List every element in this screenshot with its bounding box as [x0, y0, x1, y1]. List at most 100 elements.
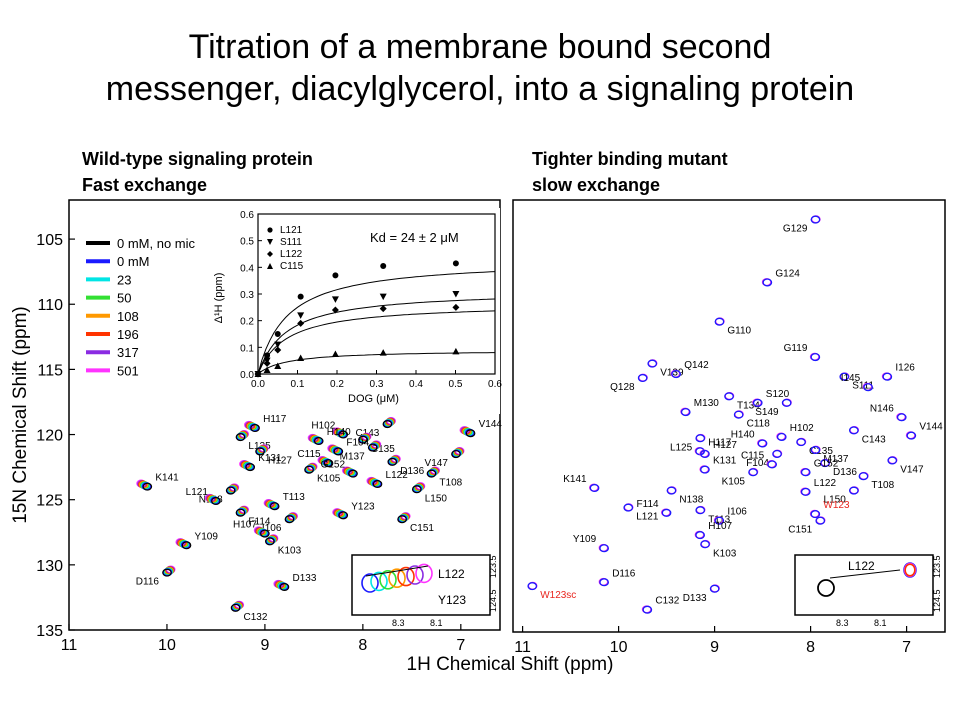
peak-label-h107: H107 [233, 520, 257, 531]
peak-i106: I106 [713, 507, 747, 525]
point-s111 [331, 296, 339, 303]
peak-contour [599, 544, 609, 553]
peak-label-t108: T108 [439, 478, 462, 489]
peak-label-q128: Q128 [610, 382, 635, 393]
peak-contour [387, 457, 398, 466]
peak-label-l150: L150 [425, 493, 448, 504]
y-tick-label-125: 125 [36, 493, 63, 510]
inset-xtick-2: 8.1 [874, 618, 887, 628]
peak-label-w123sc: W123sc [540, 590, 576, 601]
point-c115 [331, 350, 339, 357]
inset-xtick-1: 8.3 [392, 618, 405, 628]
curve-x-tick-label: 0.3 [370, 379, 384, 390]
peak-label-l150: L150 [824, 495, 847, 506]
peak-label-g124: G124 [775, 268, 800, 279]
peak-label-k131: K131 [258, 453, 282, 464]
point-l121 [380, 263, 387, 269]
point-l121 [297, 293, 304, 300]
peak-k103: K103 [265, 534, 302, 556]
legend-marker-l122 [267, 251, 273, 257]
peak-l122: L122 [800, 478, 836, 496]
peak-label-k105: K105 [317, 474, 341, 485]
inset-contour [406, 565, 424, 585]
peak-d133: D133 [683, 584, 720, 604]
peak-contour [680, 408, 691, 417]
peak-label-m130: M130 [694, 398, 719, 409]
peak-label-g119: G119 [784, 343, 808, 354]
peak-contour [748, 468, 758, 477]
peak-label-y123: Y123 [351, 501, 375, 512]
peak-label-f114: F114 [248, 517, 270, 528]
peak-s120: S120 [752, 389, 790, 407]
peak-h107: H107 [233, 520, 270, 538]
legend-label-23: 23 [117, 272, 131, 287]
peak-c151: C151 [788, 516, 826, 536]
peak-contour [724, 392, 734, 401]
curve-x-tick-label: 0.2 [330, 379, 344, 390]
y-tick-label-110: 110 [37, 297, 63, 314]
point-s111 [379, 293, 387, 301]
peak-g129: G129 [783, 215, 821, 235]
peak-q142: Q142 [670, 360, 709, 379]
peak-contour [810, 215, 821, 224]
inset-contour [361, 573, 379, 593]
peak-contour [235, 433, 246, 442]
legend-label-317: 317 [117, 345, 139, 360]
fit-curve-s111 [257, 298, 496, 375]
peak-label-t134: T134 [737, 400, 760, 411]
peak-l150: L150 [411, 482, 448, 504]
left-hsqc-plot: 11 10 9 8 7 105 110 115 120 125 130 135 15N Chemical… [10, 199, 502, 654]
peak-contour [358, 435, 368, 444]
peak-contour [642, 605, 653, 614]
peak-label-g152: G152 [321, 460, 346, 471]
peak-label-g152: G152 [814, 458, 839, 469]
inset-arrow [365, 565, 429, 577]
y-tick-label-105: 105 [36, 232, 63, 249]
peak-contour [142, 482, 153, 491]
inset-contour-free [817, 579, 835, 597]
peak-label-h140: H140 [731, 429, 755, 440]
peak-v147: V147 [887, 456, 924, 476]
peak-label-t113: T113 [283, 492, 305, 503]
peak-label-m137: M137 [823, 454, 848, 465]
peak-f104: F104 [327, 437, 370, 456]
peak-contour [451, 450, 461, 459]
left-heading-line-2: Fast exchange [82, 175, 208, 195]
peak-label-v144: V144 [919, 422, 943, 433]
peak-label-h117: H117 [263, 414, 287, 425]
curve-y-tick-label: 0.3 [240, 290, 254, 301]
peak-label-l121: L121 [186, 487, 209, 498]
legend-marker-c115 [267, 263, 273, 269]
peak-contour [181, 541, 192, 550]
peak-contour [367, 443, 378, 452]
peak-label-l121: L121 [636, 512, 659, 523]
peak-l121: L121 [623, 503, 659, 523]
point-c115 [274, 362, 282, 369]
peak-label-k141: K141 [155, 473, 179, 484]
peak-contour [304, 465, 314, 474]
peak-c151: C151 [397, 512, 434, 534]
series-l122: L122 [254, 249, 496, 378]
point-s111 [297, 312, 305, 319]
peak-contour [839, 372, 849, 381]
peak-contour [700, 449, 710, 458]
peak-label-f104: F104 [346, 437, 369, 448]
point-c115 [263, 366, 271, 373]
peak-label-c135: C135 [371, 444, 395, 455]
peak-n138: N138 [666, 486, 704, 506]
peak-t113: T113 [695, 505, 731, 525]
peak-m130: M130 [680, 398, 719, 417]
peak-contour [762, 278, 773, 287]
inset-contour [415, 563, 433, 584]
peak-c115: C115 [741, 450, 777, 469]
curve-y-tick-label: 0.6 [240, 210, 254, 221]
peak-label-h140: H140 [327, 427, 351, 438]
peak-contour [279, 582, 290, 591]
peak-contour [333, 447, 344, 456]
peak-h127: H127 [699, 440, 737, 458]
peak-k131: K131 [239, 453, 282, 472]
peak-d116: D116 [598, 568, 636, 587]
peak-contour [527, 582, 537, 591]
peak-l150: L150 [824, 486, 860, 506]
inset-background [200, 208, 500, 414]
